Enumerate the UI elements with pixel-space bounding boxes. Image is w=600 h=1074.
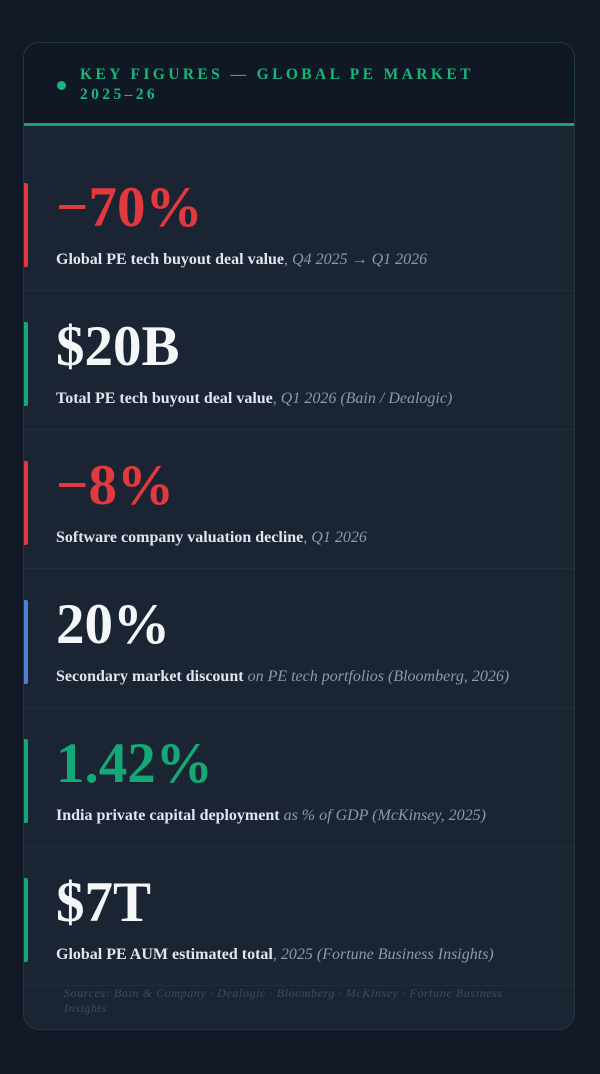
stat-item-tech-buyout-change: −70% Global PE tech buyout deal value, Q… <box>24 153 574 291</box>
accent-bar <box>24 878 28 962</box>
stat-description: Global PE tech buyout deal value, Q4 202… <box>56 249 427 271</box>
accent-bar <box>24 183 28 267</box>
stat-label: Global PE AUM estimated total <box>56 946 273 963</box>
stat-item-tech-buyout-total: $20B Total PE tech buyout deal value, Q1… <box>24 292 574 430</box>
stat-value: −8% <box>56 454 174 517</box>
stat-description: Secondary market discount on PE tech por… <box>56 666 509 688</box>
accent-bar <box>24 322 28 406</box>
stat-context: as % of GDP (McKinsey, 2025) <box>279 807 486 824</box>
stat-value: $20B <box>56 315 180 378</box>
stat-context: , Q1 2026 (Bain / Dealogic) <box>272 390 453 407</box>
stat-context: on PE tech portfolios (Bloomberg, 2026) <box>243 668 510 685</box>
card-title: Key Figures — Global PE Market 2025–26 <box>80 66 474 103</box>
stat-label: Secondary market discount <box>56 668 244 685</box>
card-header: Key Figures — Global PE Market 2025–26 <box>24 43 574 126</box>
stat-description: Software company valuation decline, Q1 2… <box>56 527 367 549</box>
stat-value: −70% <box>56 176 203 239</box>
stat-context: , Q4 2025 → Q1 2026 <box>284 251 428 268</box>
stat-item-india-deployment: 1.42% India private capital deployment a… <box>24 709 574 847</box>
stat-value: 1.42% <box>56 732 213 795</box>
stat-label: Software company valuation decline <box>56 529 304 546</box>
stat-description: Global PE AUM estimated total, 2025 (For… <box>56 944 494 966</box>
stat-label: Global PE tech buyout deal value <box>56 251 285 268</box>
stat-item-secondary-discount: 20% Secondary market discount on PE tech… <box>24 570 574 708</box>
stat-description: India private capital deployment as % of… <box>56 805 486 827</box>
stat-value: $7T <box>56 871 152 934</box>
accent-bar <box>24 739 28 823</box>
accent-bar <box>24 461 28 545</box>
accent-bar <box>24 600 28 684</box>
stat-label: India private capital deployment <box>56 807 280 824</box>
stat-description: Total PE tech buyout deal value, Q1 2026… <box>56 388 452 410</box>
stat-item-global-aum: $7T Global PE AUM estimated total, 2025 … <box>24 848 574 986</box>
status-dot-icon <box>57 81 66 90</box>
stat-context: , Q1 2026 <box>303 529 367 546</box>
sources-footer: Sources: Bain & Company · Dealogic · Blo… <box>64 986 503 1015</box>
stat-value: 20% <box>56 593 170 656</box>
key-figures-card: Key Figures — Global PE Market 2025–26 −… <box>23 42 575 1030</box>
stat-label: Total PE tech buyout deal value <box>56 390 273 407</box>
stat-item-software-valuation: −8% Software company valuation decline, … <box>24 431 574 569</box>
stat-context: , 2025 (Fortune Business Insights) <box>272 946 494 963</box>
